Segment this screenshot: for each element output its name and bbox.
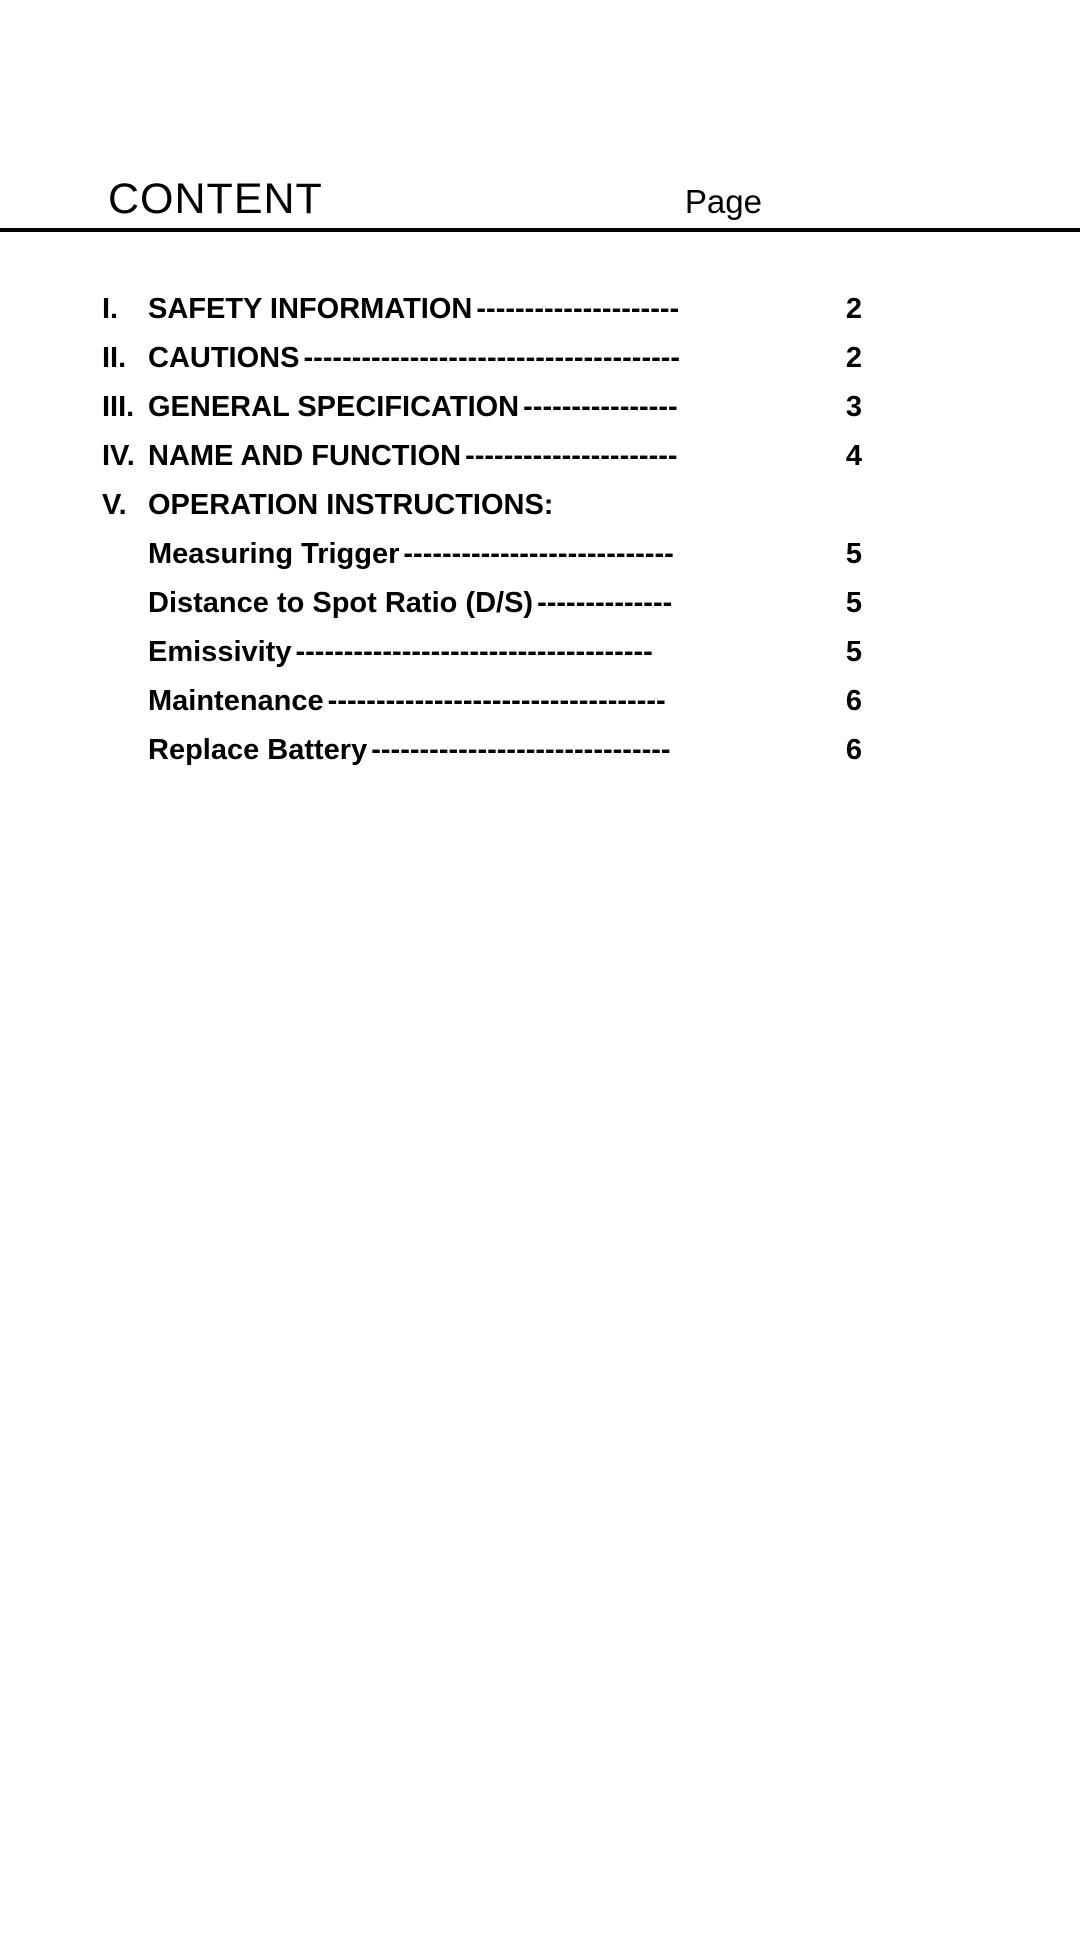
toc-page: 6 [846, 677, 862, 726]
header-row: CONTENT Page [0, 175, 1080, 224]
toc-number: I. [102, 285, 148, 334]
toc-subrow: Distance to Spot Ratio (D/S) -----------… [102, 579, 862, 628]
toc-number: IV. [102, 432, 148, 481]
toc-number: III. [102, 383, 148, 432]
toc-page: 6 [846, 726, 862, 775]
toc-row: III. GENERAL SPECIFICATION -------------… [102, 383, 862, 432]
toc-row: I. SAFETY INFORMATION ------------------… [102, 285, 862, 334]
toc-subtitle: Measuring Trigger [148, 530, 399, 579]
header-divider [0, 228, 1080, 232]
toc-page: 5 [846, 628, 862, 677]
toc-leader: ------------------------------- [367, 726, 846, 775]
toc-leader: ------------------------------------- [291, 628, 845, 677]
toc-leader: ----------------------------------- [324, 677, 846, 726]
toc-page: 5 [846, 579, 862, 628]
toc-subtitle: Distance to Spot Ratio (D/S) [148, 579, 533, 628]
toc-leader: -------------- [533, 579, 846, 628]
content-title: CONTENT [108, 175, 323, 224]
toc-subtitle: Replace Battery [148, 726, 367, 775]
toc-page: 2 [846, 285, 862, 334]
toc-subrow: Measuring Trigger ----------------------… [102, 530, 862, 579]
toc-leader: ---------------- [519, 383, 846, 432]
toc-page: 5 [846, 530, 862, 579]
toc-subtitle: Maintenance [148, 677, 324, 726]
toc-row: IV. NAME AND FUNCTION ------------------… [102, 432, 862, 481]
toc-subrow: Replace Battery ------------------------… [102, 726, 862, 775]
toc-leader: ---------------------- [461, 432, 846, 481]
toc-row: V. OPERATION INSTRUCTIONS: [102, 481, 862, 530]
toc-subtitle: Emissivity [148, 628, 291, 677]
toc-row: II. CAUTIONS ---------------------------… [102, 334, 862, 383]
toc-leader: --------------------- [472, 285, 845, 334]
toc-number: II. [102, 334, 148, 383]
toc-subrow: Emissivity -----------------------------… [102, 628, 862, 677]
toc-title: SAFETY INFORMATION [148, 285, 472, 334]
toc-page: 2 [846, 334, 862, 383]
toc-subrow: Maintenance ----------------------------… [102, 677, 862, 726]
table-of-contents: I. SAFETY INFORMATION ------------------… [102, 285, 862, 775]
toc-title: NAME AND FUNCTION [148, 432, 461, 481]
toc-leader: --------------------------------------- [299, 334, 845, 383]
toc-leader: ---------------------------- [399, 530, 845, 579]
toc-number: V. [102, 481, 148, 530]
toc-title: CAUTIONS [148, 334, 299, 383]
page-label: Page [685, 183, 762, 221]
toc-title: GENERAL SPECIFICATION [148, 383, 519, 432]
toc-page: 4 [846, 432, 862, 481]
toc-title: OPERATION INSTRUCTIONS: [148, 481, 553, 530]
toc-page: 3 [846, 383, 862, 432]
